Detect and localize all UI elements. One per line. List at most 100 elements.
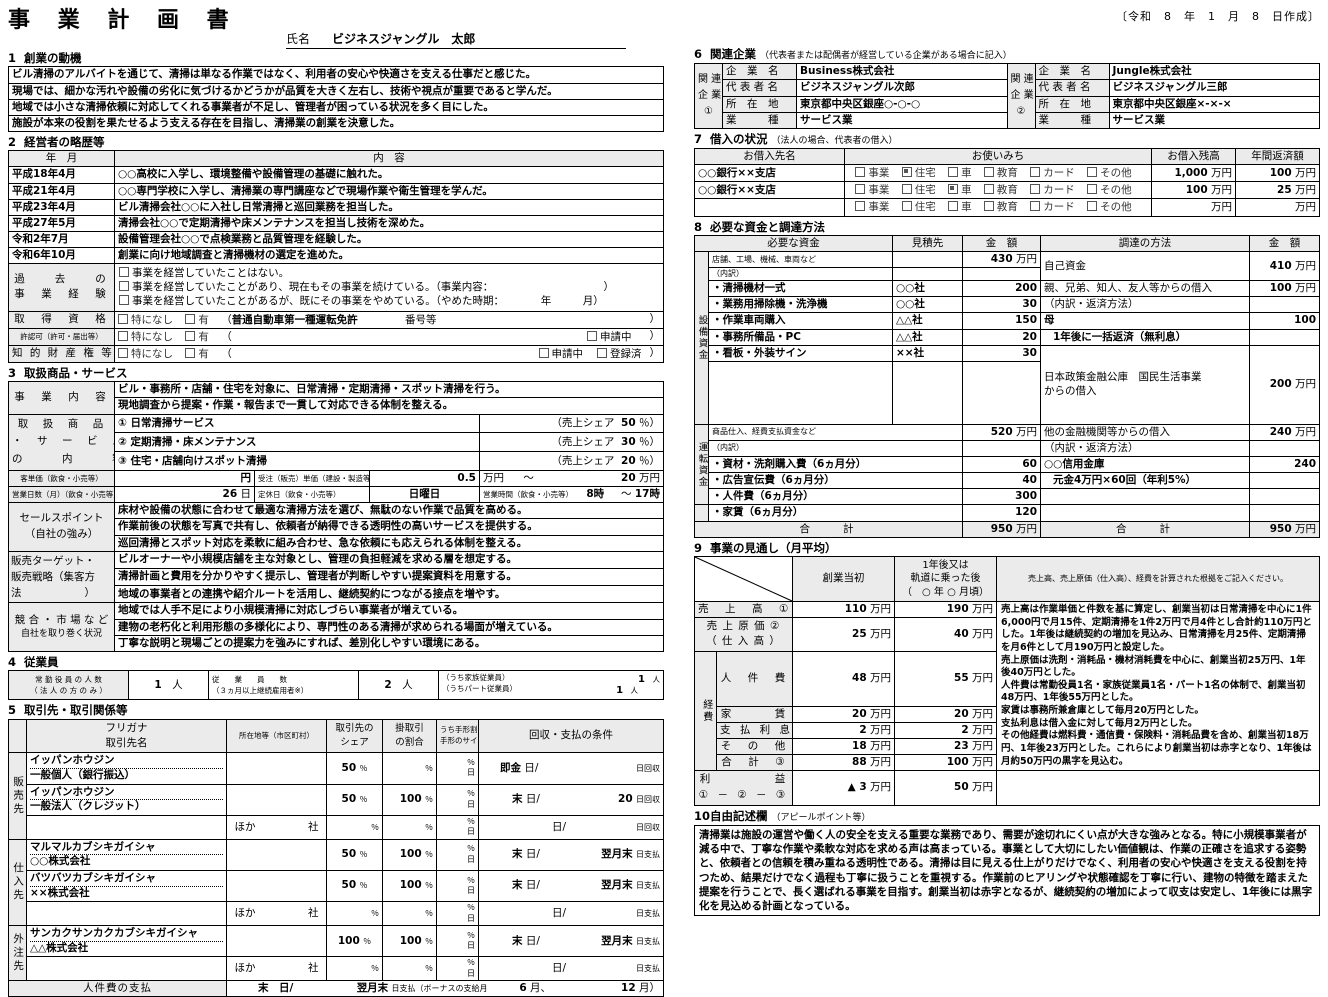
checkbox-icon[interactable] — [185, 347, 196, 358]
purpose-option[interactable]: 事業 — [855, 166, 889, 180]
partner-group-header — [8, 718, 27, 754]
purpose-option[interactable]: 事業 — [855, 183, 889, 197]
checkbox-icon[interactable] — [1087, 184, 1098, 195]
partner-name-cell — [26, 814, 227, 840]
qualification-value-cell: 特になし 有 （普通自動車第一種運転免許 番号等 ） — [114, 310, 664, 329]
funding-relatives: 親、兄弟、知人、友人等からの借入 — [1040, 280, 1250, 298]
purpose-option[interactable]: カード — [1030, 200, 1075, 214]
table-row: 事業 住宅 車 教育 カード その他 万円 万円 — [694, 198, 1320, 217]
qualification-label: 取 得 資 格 — [8, 310, 115, 329]
table-row: 平成18年4月 ○○高校に入学し、環境整備や設備管理の基礎に触れた。 — [8, 166, 664, 184]
partner-name-header: フリガナ 取引先名 — [26, 718, 227, 754]
partner-share: 50 ％ — [326, 838, 383, 871]
hours-cell: 営業時間（飲食・小売等） 8時 ～ 17時 — [479, 486, 664, 504]
checkbox-icon[interactable] — [118, 330, 128, 341]
working-total: 520 万円 — [962, 423, 1041, 441]
ip-registered-option[interactable]: 登録済 — [597, 347, 642, 361]
checkbox-icon[interactable] — [1087, 167, 1098, 178]
checkbox-icon[interactable] — [587, 330, 597, 341]
checkbox-icon[interactable] — [855, 184, 866, 195]
ip-applying-option[interactable]: 申請中 — [538, 347, 583, 361]
purpose-option[interactable]: 住宅 — [901, 200, 936, 214]
checkbox-icon[interactable] — [1030, 184, 1041, 195]
section-10-heading: 10自由記述欄 （アピールポイント等） — [694, 808, 871, 823]
purpose-option[interactable]: 住宅 — [901, 166, 936, 180]
purpose-option[interactable]: 教育 — [983, 183, 1018, 197]
purpose-option[interactable]: その他 — [1087, 200, 1132, 214]
checkbox-icon[interactable] — [1030, 167, 1041, 178]
rep-value: ビジネスジャングル次郎 — [796, 79, 1008, 97]
profit-after: 50 万円 — [894, 770, 997, 806]
checkbox-icon[interactable] — [119, 295, 129, 306]
working-item: ・資材・洗剤購入費（6ヵ月分） — [708, 455, 963, 474]
checkbox-icon[interactable] — [538, 347, 549, 358]
checkbox-icon[interactable] — [901, 167, 912, 178]
purpose-option[interactable]: 教育 — [983, 166, 1018, 180]
purpose-option[interactable]: その他 — [1087, 166, 1132, 180]
table-row: 設備資金 店舗、工場、機械、車両など 430 万円 自己資金 410 万円 — [694, 250, 1320, 425]
ip-none-option[interactable]: 特になし — [118, 347, 173, 361]
past-option[interactable]: 事業を経営していたことがあり、現在もその事業を続けている。（事業内容： ） — [119, 280, 659, 294]
career-header-content: 内 容 — [114, 150, 664, 168]
purpose-option[interactable]: 車 — [948, 183, 972, 197]
qualification-yes-option[interactable]: 有 — [185, 313, 209, 327]
table-row: 令和2年7月 設備管理会社○○で点検業務と品質管理を経験した。 — [8, 230, 664, 249]
partner-credit: 100 ％ — [382, 924, 437, 958]
purpose-option[interactable]: カード — [1030, 166, 1075, 180]
career-header-date: 年 月 — [8, 150, 115, 168]
checkbox-icon[interactable] — [119, 281, 129, 292]
past-experience-row: 過 去 の 事 業 経 験 事業を経営していたことはない。 事業を経営していたこ… — [8, 263, 664, 312]
partner-terms-header: 回収・支払の条件 — [478, 718, 664, 754]
partner-place — [226, 752, 327, 785]
checkbox-icon[interactable] — [185, 330, 196, 341]
purpose-option[interactable]: その他 — [1087, 183, 1132, 197]
funding-other-bank: 他の金融機関等からの借入 — [1040, 423, 1250, 441]
checkbox-icon[interactable] — [901, 201, 912, 212]
funding-self-amount: 410 万円 — [1249, 250, 1320, 282]
checkbox-icon[interactable] — [855, 167, 866, 178]
checkbox-icon[interactable] — [1087, 201, 1098, 212]
ip-yes-option[interactable]: 有 — [185, 347, 209, 361]
checkbox-icon[interactable] — [118, 313, 128, 324]
partner-name-cell — [26, 956, 227, 982]
career-content: ○○専門学校に入学し、清掃業の専門講座などで現場作業や衛生管理を学んだ。 — [114, 182, 664, 200]
past-option[interactable]: 事業を経営していたことはない。 — [119, 266, 659, 280]
purpose-option[interactable]: 車 — [948, 166, 972, 180]
checkbox-icon[interactable] — [948, 201, 959, 212]
checkbox-icon[interactable] — [1030, 201, 1041, 212]
checkbox-icon[interactable] — [119, 267, 129, 278]
address-label: 所 在 地 — [722, 95, 797, 113]
equipment-funds-label: 設備資金 — [694, 251, 709, 425]
creation-date: 〔令和 8 年 1 月 8 日作成〕 — [1116, 10, 1320, 23]
purpose-option[interactable]: 車 — [948, 200, 972, 214]
permit-yes-option[interactable]: 有 — [185, 330, 209, 344]
permit-value-cell: 特になし 有 （ ） 申請中 — [114, 327, 664, 346]
purpose-option[interactable]: 事業 — [855, 200, 889, 214]
checkbox-icon[interactable] — [855, 201, 866, 212]
funding-other-bank-detail2: ○○信用金庫 — [1040, 455, 1250, 474]
checkbox-icon[interactable] — [185, 313, 196, 324]
checkbox-icon[interactable] — [983, 167, 994, 178]
checkbox-icon[interactable] — [983, 201, 994, 212]
partner-credit: 100 ％ — [382, 838, 437, 871]
permit-none-option[interactable]: 特になし — [118, 330, 173, 344]
past-option[interactable]: 事業を経営していたことがあるが、既にその事業をやめている。（やめた時期： 年 月… — [119, 294, 659, 308]
working-title: 商品仕入、経費支払資金など — [708, 423, 963, 441]
total-left: 950 万円 — [962, 520, 1041, 538]
permit-row: 許認可（許可・届出等） 特になし 有 （ ） 申請中 — [8, 327, 664, 346]
estimate-header: 見積先 — [892, 234, 963, 253]
checkbox-icon[interactable] — [948, 167, 959, 178]
purpose-option[interactable]: カード — [1030, 183, 1075, 197]
checkbox-icon[interactable] — [901, 184, 912, 195]
motivation-line: 地域では小さな清掃依頼に対応してくれる事業者が不足し、管理者が困っている状況を多… — [8, 98, 664, 116]
checkbox-icon[interactable] — [983, 184, 994, 195]
checkbox-icon[interactable] — [597, 347, 607, 358]
permit-applying-option[interactable]: 申請中 — [587, 330, 632, 344]
purpose-option[interactable]: 住宅 — [901, 183, 936, 197]
checkbox-icon[interactable] — [118, 347, 128, 358]
checkbox-icon[interactable] — [948, 184, 959, 195]
funding-relatives-detail-amount: 100 — [1249, 312, 1320, 330]
target-text: 地域の事業者との連携や紹介ルートを活用し、継続契約につながる接点を増やす。 — [114, 585, 664, 604]
purpose-option[interactable]: 教育 — [983, 200, 1018, 214]
qualification-none-option[interactable]: 特になし — [118, 313, 173, 327]
